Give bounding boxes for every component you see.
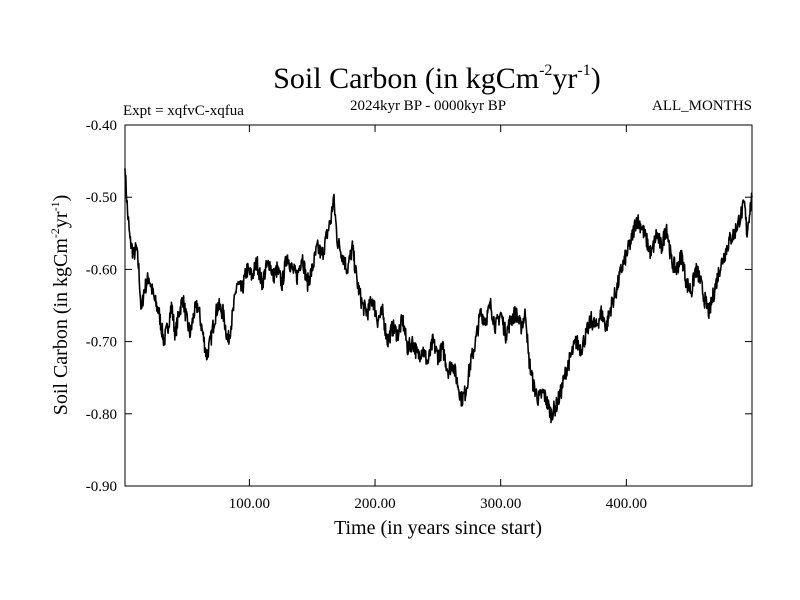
soil-carbon-series-line bbox=[124, 168, 753, 424]
months-label: ALL_MONTHS bbox=[652, 98, 752, 114]
y-axis: -0.40 -0.50 -0.60 -0.70 -0.80 -0.90 bbox=[86, 118, 752, 495]
time-range-label: 2024kyr BP - 0000kyr BP bbox=[350, 98, 506, 114]
y-tick-label: -0.70 bbox=[86, 335, 117, 351]
x-axis-label: Time (in years since start) bbox=[334, 517, 542, 539]
experiment-label: Expt = xqfvC-xqfua bbox=[123, 103, 244, 119]
x-tick-label: 400.00 bbox=[606, 496, 647, 512]
x-tick-label: 100.00 bbox=[229, 496, 270, 512]
plot-frame bbox=[124, 124, 753, 487]
x-tick-label: 200.00 bbox=[354, 496, 395, 512]
y-tick-label: -0.50 bbox=[86, 190, 117, 206]
y-tick-label: -0.40 bbox=[86, 118, 117, 134]
x-tick-label: 300.00 bbox=[480, 496, 521, 512]
y-tick-label: -0.90 bbox=[86, 479, 117, 495]
x-axis: 100.00 200.00 300.00 400.00 bbox=[229, 125, 647, 512]
chart-title: Soil Carbon (in kgCm-2yr-1) bbox=[273, 62, 601, 95]
y-tick-label: -0.60 bbox=[86, 262, 117, 278]
y-axis-label: Soil Carbon (in kgCm-2yr-1) bbox=[48, 195, 72, 416]
y-tick-label: -0.80 bbox=[86, 407, 117, 423]
